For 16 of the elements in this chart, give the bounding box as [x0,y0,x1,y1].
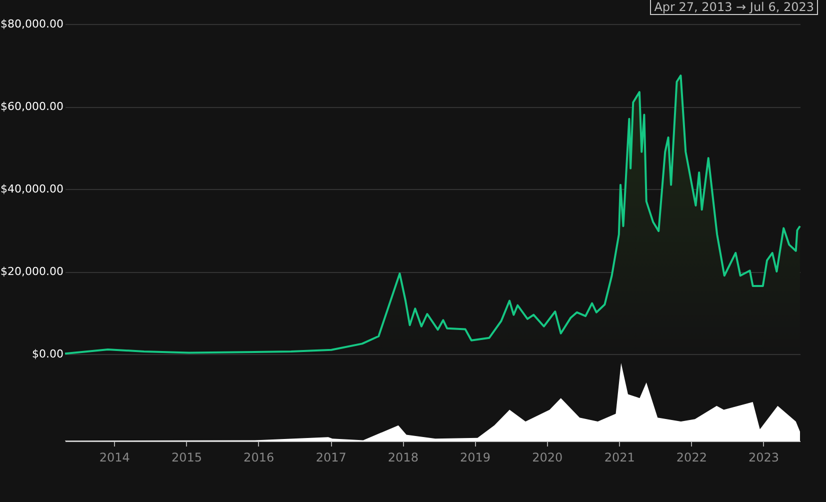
x-tick-label: 2015 [171,450,202,464]
y-tick-label: $20,000.00 [0,265,64,278]
x-tick-label: 2018 [388,450,418,464]
y-tick-label: $40,000.00 [0,182,64,196]
x-tick-label: 2023 [748,450,780,464]
x-tick-label: 2014 [99,450,130,464]
x-tick-label: 2021 [604,450,635,464]
y-tick-label: $80,000.00 [0,18,64,30]
x-tick-label: 2020 [532,450,563,464]
x-tick-label: 2019 [460,450,491,464]
y-tick-label: $0.00 [32,348,64,360]
x-tick-label: 2016 [244,450,274,464]
x-tick-label: 2022 [676,450,707,464]
y-tick-label: $60,000.00 [0,100,64,113]
x-tick-label: 2017 [316,450,346,464]
text: Apr 27, 2013 → Jul 6, 2023 [650,0,818,15]
